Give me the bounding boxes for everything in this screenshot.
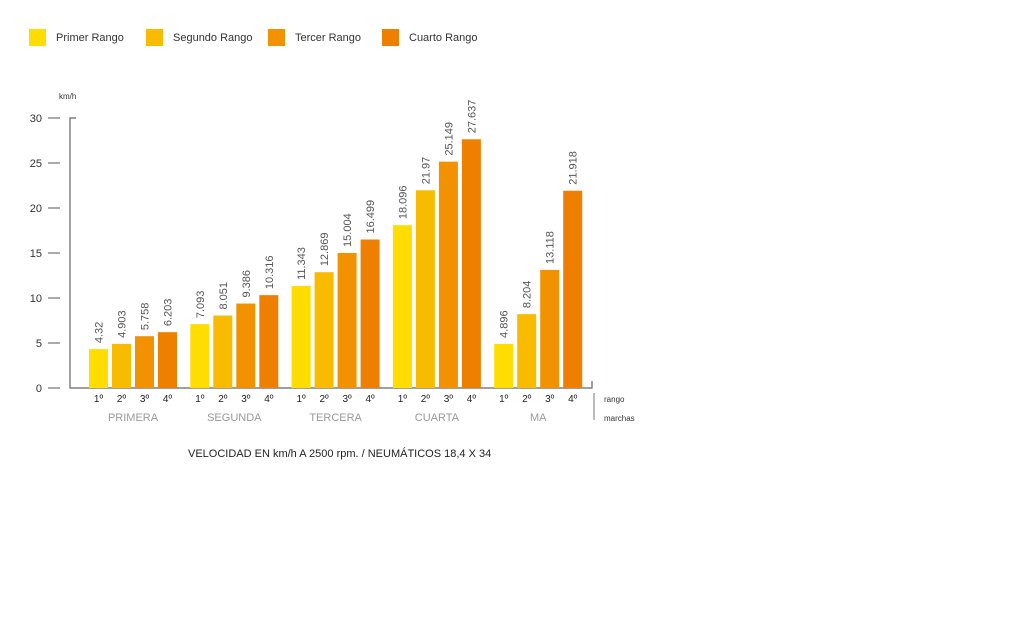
bar bbox=[259, 295, 279, 388]
group-label: TERCERA bbox=[309, 412, 362, 424]
gear-label: 4º bbox=[365, 394, 375, 405]
y-tick-label: 15 bbox=[30, 248, 42, 260]
gear-label: 4º bbox=[568, 394, 578, 405]
data-label: 12.869 bbox=[319, 233, 331, 267]
data-label: 6.203 bbox=[163, 299, 175, 327]
bar bbox=[438, 161, 458, 388]
legend-swatch bbox=[382, 29, 399, 46]
gear-label: 2º bbox=[117, 394, 127, 405]
data-label: 10.316 bbox=[264, 255, 276, 289]
data-label: 13.118 bbox=[545, 231, 557, 264]
y-tick-label: 0 bbox=[36, 383, 42, 395]
gear-label: 3º bbox=[241, 394, 251, 405]
y-tick-label: 30 bbox=[30, 113, 42, 125]
bar bbox=[494, 343, 514, 388]
group-label: SEGUNDA bbox=[207, 412, 262, 424]
gear-label: 3º bbox=[140, 394, 150, 405]
bar bbox=[291, 285, 311, 388]
bar bbox=[392, 225, 412, 388]
legend-item-cuarto: Cuarto Rango bbox=[382, 29, 478, 46]
group-label: PRIMERA bbox=[108, 412, 159, 424]
bar bbox=[563, 190, 583, 388]
bar bbox=[337, 252, 357, 388]
legend-swatch bbox=[268, 29, 285, 46]
gear-label: 4º bbox=[163, 394, 173, 405]
data-label: 15.004 bbox=[342, 213, 354, 247]
bar bbox=[461, 139, 481, 388]
y-axis-label: km/h bbox=[59, 92, 76, 101]
gear-label: 4º bbox=[264, 394, 274, 405]
legend-swatch bbox=[146, 29, 163, 46]
bar bbox=[112, 343, 131, 388]
legend-label: Segundo Rango bbox=[173, 31, 253, 44]
gear-label: 2º bbox=[421, 394, 431, 405]
legend-swatch bbox=[29, 29, 46, 46]
data-label: 4.32 bbox=[94, 322, 106, 343]
legend-label: Primer Rango bbox=[56, 31, 124, 44]
data-label: 25.149 bbox=[443, 122, 455, 156]
y-tick-label: 5 bbox=[36, 338, 42, 350]
rango-label: rango bbox=[604, 395, 625, 404]
legend-label: Tercer Rango bbox=[295, 31, 362, 44]
gear-label: 4º bbox=[467, 394, 477, 405]
gear-label: 1º bbox=[296, 394, 306, 405]
data-label: 11.343 bbox=[296, 247, 308, 280]
gear-label: 3º bbox=[545, 394, 555, 405]
bar bbox=[236, 303, 256, 388]
bar bbox=[517, 314, 537, 388]
gear-label: 2º bbox=[218, 394, 228, 405]
gear-label: 1º bbox=[499, 394, 509, 405]
gear-label: 1º bbox=[398, 394, 408, 405]
data-label: 8.051 bbox=[218, 282, 230, 310]
gear-label: 2º bbox=[319, 394, 329, 405]
legend-item-tercer: Tercer Rango bbox=[268, 29, 382, 46]
bar bbox=[360, 239, 380, 388]
bar bbox=[190, 324, 210, 388]
gear-label: 2º bbox=[522, 394, 532, 405]
legend-item-primer: Primer Rango bbox=[29, 29, 146, 46]
bar bbox=[415, 190, 435, 388]
marchas-label: marchas bbox=[604, 414, 635, 423]
axis-line bbox=[69, 117, 593, 389]
group-label: MA bbox=[530, 412, 547, 424]
data-label: 21.918 bbox=[568, 151, 580, 185]
bar bbox=[213, 315, 233, 388]
legend-item-segundo: Segundo Rango bbox=[146, 29, 268, 46]
legend: Primer Rango Segundo Rango Tercer Rango … bbox=[29, 29, 478, 46]
gear-label: 1º bbox=[94, 394, 104, 405]
data-label: 4.903 bbox=[117, 310, 129, 338]
bar bbox=[135, 336, 154, 388]
data-label: 7.093 bbox=[195, 291, 207, 319]
bar bbox=[540, 269, 560, 388]
bar bbox=[158, 332, 177, 388]
group-label: CUARTA bbox=[415, 412, 460, 424]
gear-label: 3º bbox=[342, 394, 352, 405]
data-label: 21.97 bbox=[420, 157, 432, 185]
gear-label: 3º bbox=[444, 394, 454, 405]
data-label: 5.758 bbox=[140, 303, 152, 331]
data-label: 9.386 bbox=[241, 270, 253, 298]
data-label: 4.896 bbox=[499, 310, 511, 338]
chart-title: VELOCIDAD EN km/h A 2500 rpm. / NEUMÁTIC… bbox=[188, 448, 492, 460]
bar bbox=[314, 272, 334, 388]
legend-label: Cuarto Rango bbox=[409, 31, 478, 44]
bar bbox=[89, 349, 108, 388]
data-label: 8.204 bbox=[522, 281, 534, 309]
y-tick-label: 20 bbox=[30, 203, 42, 215]
data-label: 16.499 bbox=[365, 200, 377, 234]
gear-label: 1º bbox=[195, 394, 205, 405]
data-label: 18.096 bbox=[397, 185, 409, 219]
y-tick-label: 10 bbox=[30, 293, 42, 305]
data-label: 27.637 bbox=[466, 100, 478, 134]
y-tick-label: 25 bbox=[30, 158, 42, 170]
